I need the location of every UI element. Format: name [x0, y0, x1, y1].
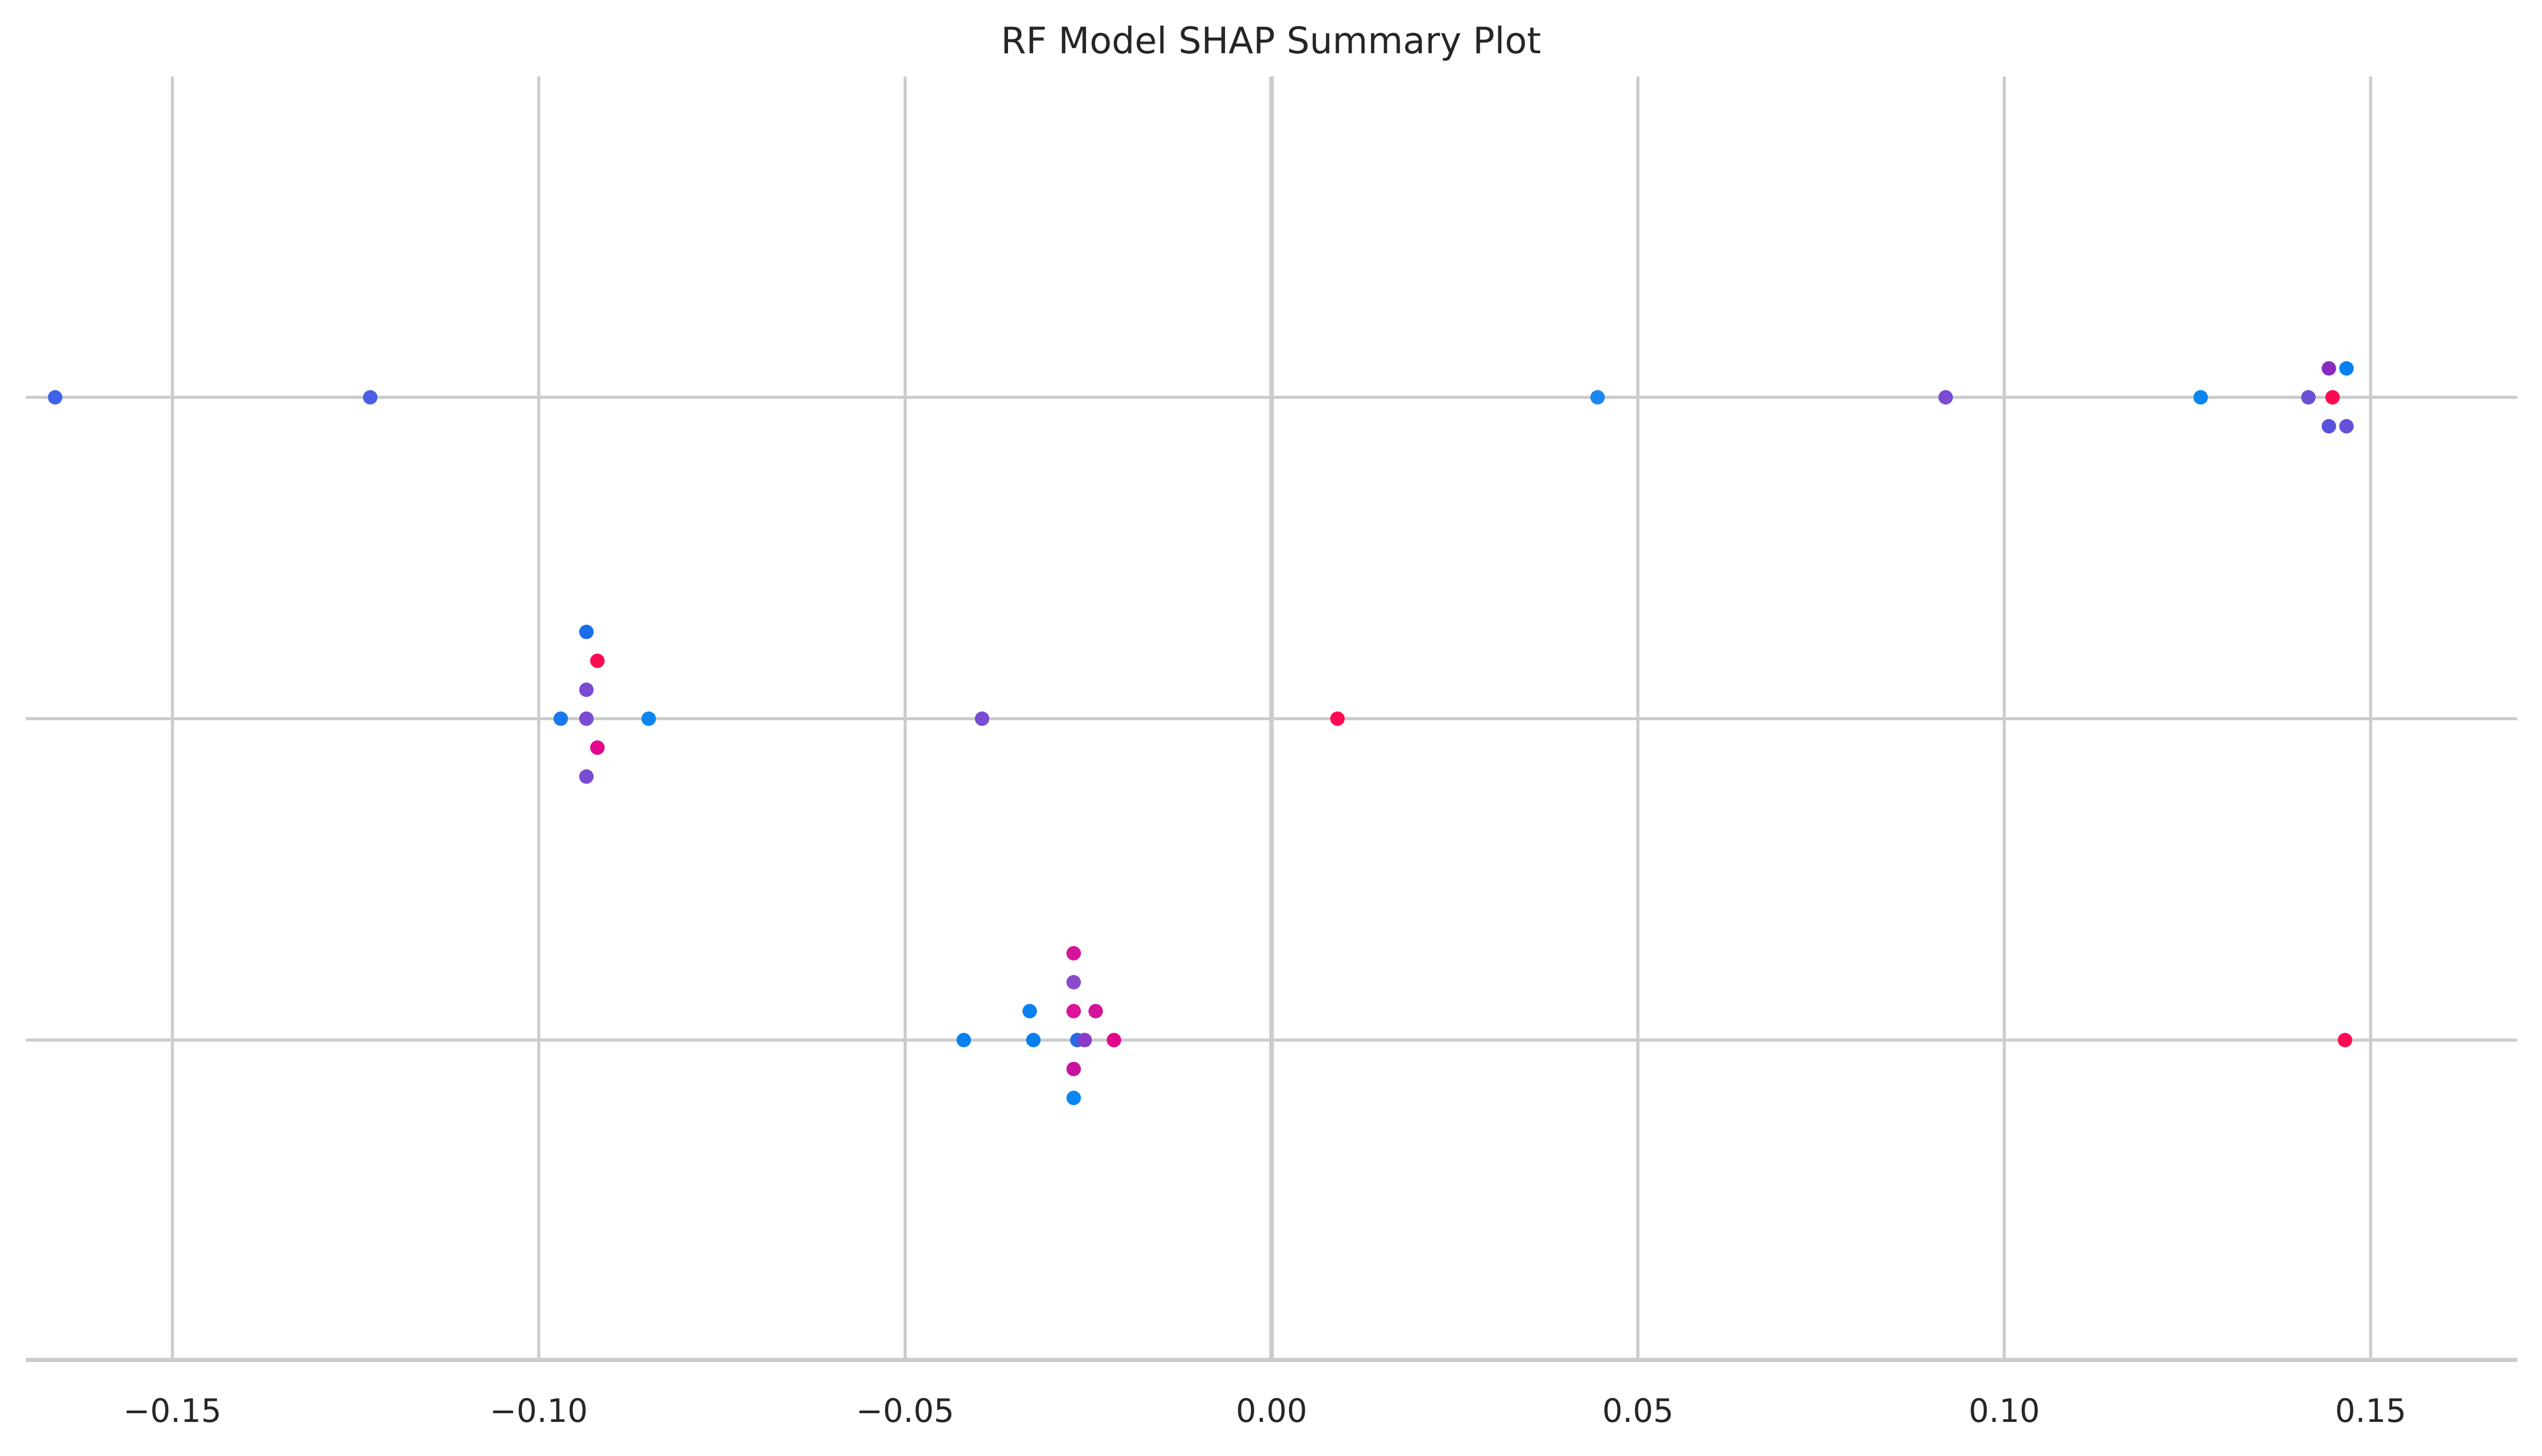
shap-point-row-1 [2301, 390, 2316, 405]
shap-point-row-2 [590, 740, 605, 755]
x-tick-label: −0.15 [123, 1392, 222, 1430]
shap-point-row-3 [1026, 1033, 1041, 1047]
shap-point-row-2 [641, 711, 656, 726]
shap-point-row-1 [48, 390, 63, 405]
shap-point-row-2 [974, 711, 989, 726]
shap-point-row-2 [579, 769, 594, 784]
shap-point-row-3 [1077, 1033, 1092, 1047]
shap-point-row-1 [2321, 361, 2336, 376]
shap-point-row-1 [2339, 419, 2354, 433]
shap-point-row-3 [1066, 1091, 1081, 1105]
shap-point-row-2 [590, 654, 605, 668]
shap-point-row-2 [579, 683, 594, 697]
x-axis: −0.15 −0.10 −0.05 0.00 0.05 0.10 0.15 [26, 1358, 2517, 1430]
shap-point-row-3 [1066, 1062, 1081, 1076]
gridlines [26, 76, 2517, 1360]
data-points [48, 361, 2354, 1105]
x-tick-label: −0.10 [490, 1392, 588, 1430]
shap-point-row-2 [553, 711, 568, 726]
shap-point-row-1 [2321, 419, 2336, 433]
shap-point-row-3 [1107, 1033, 1122, 1047]
x-tick-label: 0.00 [1236, 1392, 1307, 1430]
shap-point-row-3 [1066, 975, 1081, 989]
shap-point-row-3 [1022, 1004, 1037, 1018]
shap-point-row-3 [1088, 1004, 1103, 1018]
shap-point-row-2 [1330, 711, 1345, 726]
shap-point-row-3 [1066, 1004, 1081, 1018]
chart-title: RF Model SHAP Summary Plot [1001, 20, 1541, 62]
x-tick-label: 0.10 [1969, 1392, 2040, 1430]
shap-point-row-2 [579, 711, 594, 726]
shap-point-row-2 [579, 625, 594, 639]
x-tick-label: 0.05 [1602, 1392, 1673, 1430]
shap-point-row-3 [956, 1033, 971, 1047]
x-tick-label: 0.15 [2335, 1392, 2406, 1430]
x-tick-label: −0.05 [856, 1392, 954, 1430]
shap-point-row-3 [1066, 946, 1081, 961]
shap-point-row-1 [2193, 390, 2208, 405]
shap-point-row-3 [2337, 1033, 2352, 1047]
shap-point-row-1 [2339, 361, 2354, 376]
shap-point-row-1 [1938, 390, 1953, 405]
shap-point-row-1 [1590, 390, 1605, 405]
shap-point-row-1 [363, 390, 378, 405]
shap-point-row-1 [2325, 390, 2340, 405]
